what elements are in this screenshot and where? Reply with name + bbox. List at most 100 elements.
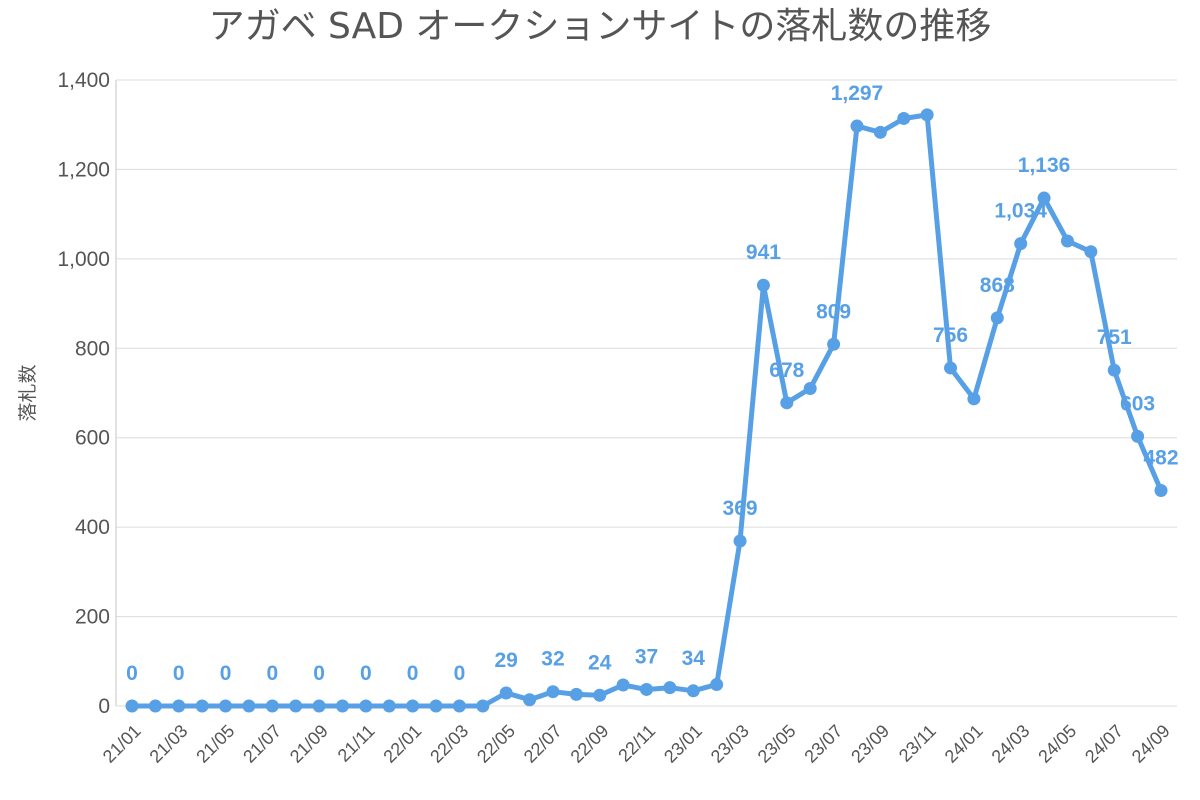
data-point-21/08: [289, 699, 303, 713]
y-tick-label: 200: [75, 606, 110, 629]
data-point-22/10: [616, 678, 630, 692]
data-label: 369: [723, 497, 758, 520]
y-axis-label: 落札数: [17, 364, 39, 421]
data-label: 868: [980, 274, 1015, 297]
data-point-22/02: [429, 699, 443, 713]
data-point-21/09: [312, 699, 326, 713]
data-point-23/08: [850, 119, 864, 133]
data-point-22/11: [640, 682, 653, 696]
data-label: 0: [407, 662, 419, 685]
data-point-21/11: [359, 699, 373, 713]
data-point-24/01: [967, 392, 981, 406]
data-point-22/05: [499, 686, 513, 700]
data-label: 0: [266, 662, 278, 685]
x-tick-label: 21/01: [99, 721, 145, 767]
data-point-24/02: [990, 311, 1004, 325]
x-tick-label: 23/05: [754, 721, 800, 767]
x-tick-label: 22/05: [473, 721, 519, 767]
data-point-24/06: [1084, 245, 1098, 259]
x-tick-label: 21/09: [286, 721, 332, 767]
data-point-23/12: [944, 361, 958, 375]
data-point-23/06: [803, 382, 817, 396]
x-tick-label: 23/09: [847, 721, 893, 767]
data-point-22/04: [476, 699, 490, 713]
data-label: 678: [769, 359, 804, 382]
data-point-23/11: [920, 108, 934, 122]
data-label: 603: [1120, 392, 1155, 415]
data-point-24/05: [1060, 234, 1074, 248]
y-tick-label: 600: [75, 427, 110, 450]
data-point-24/04: [1037, 191, 1051, 205]
x-tick-label: 21/11: [334, 721, 379, 766]
data-point-22/07: [546, 685, 560, 699]
y-tick-label: 400: [75, 516, 110, 539]
data-label: 24: [588, 651, 612, 674]
data-label: 0: [454, 662, 466, 685]
x-tick-label: 23/11: [895, 721, 940, 766]
data-point-21/02: [148, 699, 162, 713]
y-tick-label: 1,200: [57, 158, 110, 181]
data-label: 0: [173, 662, 185, 685]
data-point-23/01: [686, 684, 700, 698]
x-tick-label: 22/01: [379, 721, 425, 767]
data-point-23/07: [827, 337, 841, 351]
data-label: 809: [816, 300, 851, 323]
data-point-21/04: [195, 699, 209, 713]
data-point-22/03: [452, 699, 466, 713]
data-point-23/02: [710, 678, 724, 692]
data-point-23/10: [897, 111, 911, 125]
data-label: 751: [1097, 326, 1132, 349]
x-tick-label: 24/03: [988, 721, 1034, 767]
data-label: 29: [495, 649, 518, 672]
y-tick-label: 1,000: [57, 248, 110, 271]
data-label: 34: [682, 647, 706, 670]
data-label: 32: [541, 648, 564, 671]
x-tick-label: 21/03: [146, 721, 192, 767]
data-point-21/01: [125, 699, 139, 713]
data-label: 482: [1143, 446, 1178, 469]
data-point-21/12: [382, 699, 396, 713]
data-point-24/03: [1014, 237, 1028, 251]
data-point-22/08: [569, 687, 583, 701]
data-label: 0: [220, 662, 232, 685]
data-point-21/05: [219, 699, 233, 713]
x-tick-label: 22/03: [426, 721, 472, 767]
data-point-21/07: [265, 699, 279, 713]
x-tick-label: 23/01: [660, 721, 706, 767]
data-point-23/09: [873, 125, 887, 139]
y-tick-label: 800: [75, 337, 110, 360]
data-point-24/09: [1154, 483, 1168, 497]
data-point-23/04: [756, 278, 770, 292]
chart-title: アガベ SAD オークションサイトの落札数の推移: [209, 6, 992, 47]
data-label: 756: [933, 324, 968, 347]
x-tick-label: 22/09: [567, 721, 613, 767]
data-point-22/12: [663, 681, 677, 695]
data-point-23/03: [733, 534, 747, 548]
data-point-22/09: [593, 688, 607, 702]
x-tick-label: 24/07: [1081, 721, 1127, 767]
data-label: 1,297: [831, 82, 884, 105]
x-tick-label: 21/05: [192, 721, 238, 767]
x-tick-label: 22/07: [520, 721, 566, 767]
x-tick-label: 21/07: [239, 721, 285, 767]
data-point-21/10: [335, 699, 349, 713]
x-tick-label: 22/11: [614, 721, 659, 766]
y-tick-label: 0: [98, 695, 110, 718]
x-tick-label: 24/09: [1128, 721, 1174, 767]
data-point-21/03: [172, 699, 186, 713]
data-label: 0: [313, 662, 325, 685]
data-label: 1,034: [994, 200, 1047, 223]
data-label: 37: [635, 645, 658, 668]
data-point-22/01: [406, 699, 420, 713]
data-point-24/08: [1131, 429, 1145, 443]
data-point-23/05: [780, 396, 794, 410]
x-tick-label: 24/01: [941, 721, 987, 767]
y-tick-label: 1,400: [57, 69, 110, 92]
x-tick-label: 23/07: [800, 721, 846, 767]
data-label: 0: [360, 662, 372, 685]
data-label: 941: [746, 241, 781, 264]
data-point-22/06: [523, 693, 537, 707]
x-tick-label: 24/05: [1034, 721, 1080, 767]
x-tick-label: 23/03: [707, 721, 753, 767]
